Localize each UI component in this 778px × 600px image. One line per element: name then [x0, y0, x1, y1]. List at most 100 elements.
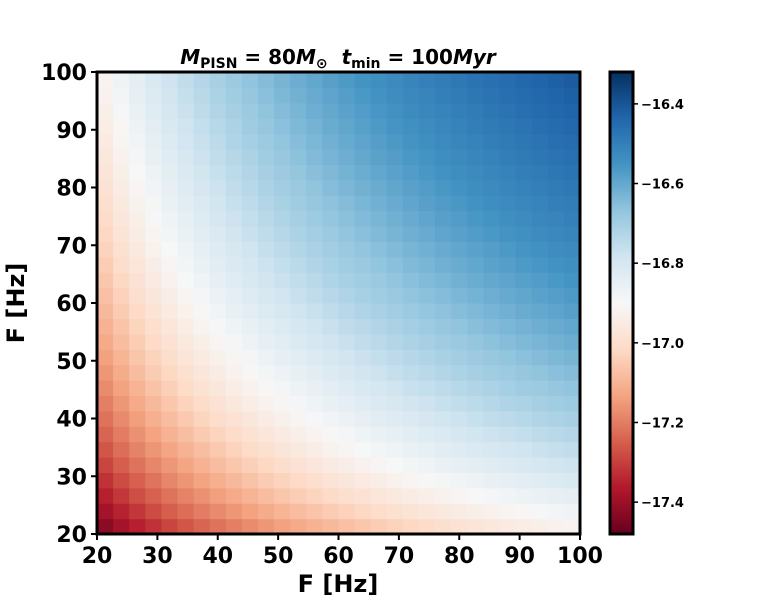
heatmap-cell	[564, 134, 581, 150]
x-tick-label: 70	[384, 544, 415, 569]
heatmap-cell	[145, 226, 162, 242]
heatmap-cell	[564, 288, 581, 304]
heatmap-cell	[129, 365, 146, 381]
heatmap-cell	[274, 365, 291, 381]
heatmap-cell	[161, 318, 178, 334]
heatmap-cell	[500, 488, 517, 504]
heatmap-cell	[210, 195, 227, 211]
heatmap-cell	[194, 257, 211, 273]
heatmap-cell	[306, 211, 323, 227]
heatmap-cell	[129, 380, 146, 396]
heatmap-cell	[355, 426, 372, 442]
heatmap-cell	[290, 303, 307, 319]
heatmap-cell	[516, 318, 533, 334]
heatmap-cell	[322, 149, 339, 165]
heatmap-cell	[500, 272, 517, 288]
heatmap-cell	[322, 241, 339, 257]
heatmap-cell	[161, 272, 178, 288]
heatmap-cell	[274, 318, 291, 334]
heatmap-cell	[322, 257, 339, 273]
heatmap-cell	[451, 87, 468, 103]
heatmap-cell	[129, 334, 146, 350]
heatmap-cell	[371, 257, 388, 273]
heatmap-cell	[435, 87, 452, 103]
heatmap-cell	[290, 380, 307, 396]
heatmap-cell	[290, 411, 307, 427]
heatmap-cell	[516, 288, 533, 304]
heatmap-cell	[306, 318, 323, 334]
chart-title: MPISN = 80M⊙ tmin = 100Myr	[180, 45, 497, 72]
heatmap-cell	[145, 380, 162, 396]
heatmap-cell	[97, 318, 114, 334]
heatmap-cell	[242, 257, 259, 273]
heatmap-cell	[113, 118, 130, 134]
heatmap-cell	[532, 211, 549, 227]
heatmap-cell	[516, 87, 533, 103]
heatmap-cell	[161, 488, 178, 504]
heatmap-cell	[258, 442, 275, 458]
heatmap-cell	[419, 149, 436, 165]
heatmap-cell	[435, 118, 452, 134]
heatmap-cell	[226, 211, 243, 227]
heatmap-cell	[548, 503, 565, 519]
heatmap-cell	[306, 503, 323, 519]
heatmap-cell	[210, 457, 227, 473]
y-axis-label: F [Hz]	[2, 263, 30, 344]
heatmap-cell	[435, 426, 452, 442]
heatmap-cell	[435, 380, 452, 396]
heatmap-cell	[194, 411, 211, 427]
heatmap-cell	[564, 226, 581, 242]
heatmap-cell	[435, 503, 452, 519]
heatmap-cell	[435, 180, 452, 196]
heatmap-cell	[210, 211, 227, 227]
heatmap-cell	[113, 303, 130, 319]
heatmap-cell	[451, 134, 468, 150]
heatmap-cell	[210, 103, 227, 119]
heatmap-cell	[290, 349, 307, 365]
heatmap-cell	[467, 257, 484, 273]
heatmap-cell	[161, 87, 178, 103]
heatmap-cell	[371, 472, 388, 488]
heatmap-cell	[532, 318, 549, 334]
heatmap-cell	[210, 442, 227, 458]
heatmap-cell	[161, 257, 178, 273]
heatmap-cell	[242, 211, 259, 227]
heatmap-cell	[403, 472, 420, 488]
heatmap-cell	[532, 457, 549, 473]
heatmap-cell	[306, 103, 323, 119]
heatmap-cell	[483, 318, 500, 334]
heatmap-cell	[532, 272, 549, 288]
heatmap-cell	[355, 411, 372, 427]
heatmap-cell	[435, 334, 452, 350]
heatmap-cell	[532, 149, 549, 165]
heatmap-cell	[403, 211, 420, 227]
heatmap-cell	[210, 503, 227, 519]
heatmap-cell	[113, 195, 130, 211]
heatmap-cell	[113, 472, 130, 488]
heatmap-cell	[532, 257, 549, 273]
heatmap-cell	[403, 426, 420, 442]
heatmap-cell	[194, 442, 211, 458]
heatmap-cell	[242, 226, 259, 242]
heatmap-cell	[435, 488, 452, 504]
heatmap-cell	[435, 164, 452, 180]
heatmap-cell	[210, 303, 227, 319]
heatmap-cell	[371, 118, 388, 134]
heatmap-cell	[467, 472, 484, 488]
heatmap-cell	[467, 426, 484, 442]
heatmap-cell	[129, 442, 146, 458]
heatmap-cell	[129, 118, 146, 134]
heatmap-cell	[500, 334, 517, 350]
heatmap-cell	[435, 257, 452, 273]
heatmap-cell	[403, 272, 420, 288]
heatmap-cell	[548, 303, 565, 319]
heatmap-cell	[483, 365, 500, 381]
heatmap-cell	[290, 149, 307, 165]
heatmap-cell	[161, 519, 178, 535]
heatmap-cell	[258, 272, 275, 288]
heatmap-cell	[161, 349, 178, 365]
heatmap-cell	[97, 457, 114, 473]
heatmap-cell	[500, 149, 517, 165]
heatmap-cell	[274, 472, 291, 488]
heatmap-cell	[403, 149, 420, 165]
